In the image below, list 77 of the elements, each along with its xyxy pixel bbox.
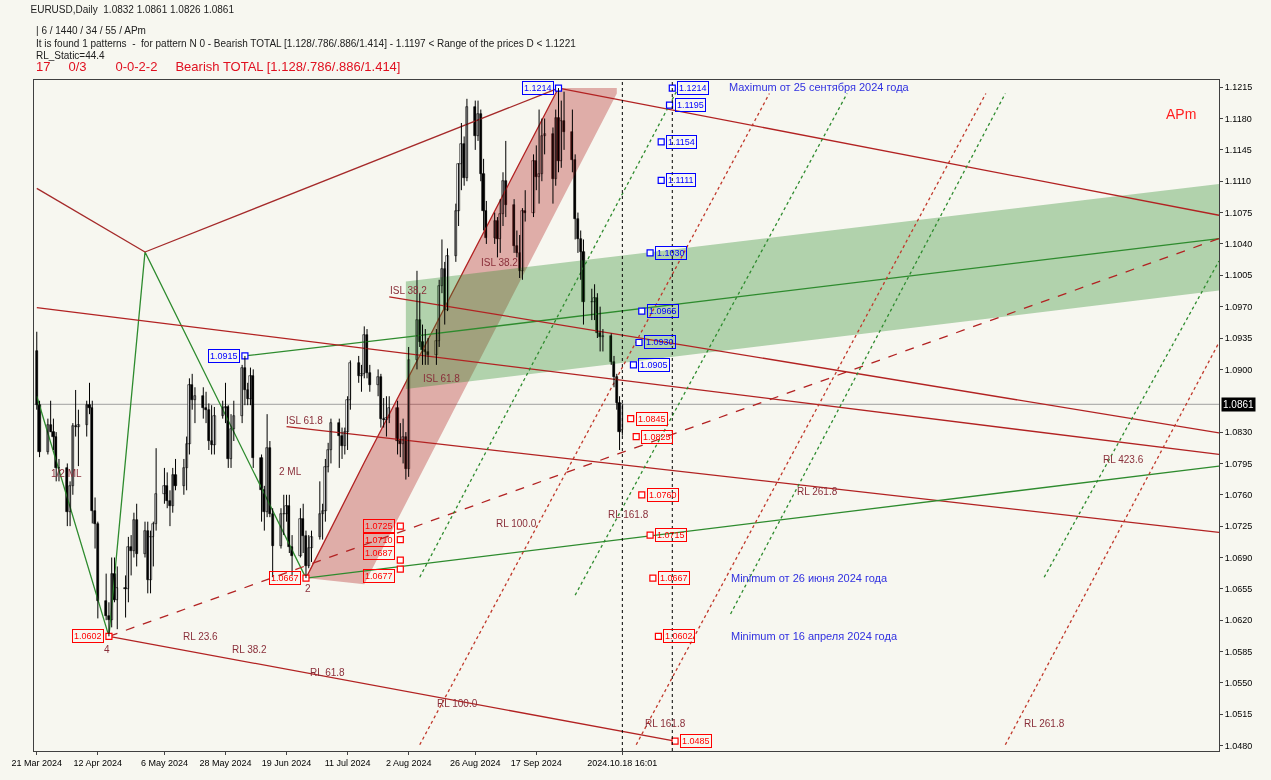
annotation: RL 38.2 (232, 644, 268, 655)
x-tick-label: 28 May 2024 (199, 757, 252, 768)
annotation: ISL 38.2 (481, 257, 519, 268)
data-label: 1.0760 (649, 490, 677, 500)
y-tick-label: 1.1145 (1224, 145, 1252, 156)
data-label: 1.0710 (365, 535, 393, 545)
annotation: Maximum от 25 сентября 2024 года (729, 81, 910, 93)
data-label: 1.0667 (271, 573, 299, 583)
y-tick-label: 1.0655 (1224, 584, 1253, 594)
y-tick-label: 1.1005 (1224, 270, 1253, 281)
y-tick-label: 1.0725 (1224, 521, 1253, 532)
data-label: 1.0715 (657, 530, 685, 540)
y-tick-label: 1.0760 (1224, 489, 1253, 500)
y-tick-label: 1.0970 (1224, 301, 1253, 312)
data-label: 1.0687 (365, 548, 393, 558)
annotation: ISL 61.8 (286, 415, 324, 426)
data-label: 1.0677 (365, 571, 393, 581)
annotation: RL 161.8 (645, 718, 686, 729)
annotation: Minimum от 16 апреля 2024 года (731, 630, 898, 642)
annotation: RL 423.6 (1103, 454, 1144, 465)
annotation: 2 (305, 583, 311, 594)
data-label: 1.0905 (640, 360, 668, 370)
x-tick-label: 21 Mar 2024 (11, 757, 63, 768)
data-label: 1.0485 (682, 736, 710, 746)
annotation: RL 261.8 (1024, 718, 1065, 729)
data-label: 1.1154 (668, 137, 695, 147)
annotation: ISL 61.8 (423, 373, 461, 384)
data-label: 1.0725 (365, 521, 393, 531)
annotation: APm (1166, 106, 1197, 122)
chart-title: EURUSD,Daily 1.0832 1.0861 1.0826 1.0861 (30, 4, 235, 15)
y-tick-label: 1.0690 (1224, 552, 1253, 563)
x-tick-label: 2 Aug 2024 (385, 757, 432, 768)
annotation: 2 ML (279, 466, 302, 477)
annotation: RL 100.0 (496, 518, 537, 529)
y-tick-label: 1.0480 (1224, 740, 1253, 751)
x-tick-label: 12 Apr 2024 (73, 757, 123, 768)
annotation: 4 (104, 644, 110, 655)
data-label: 1.0602 (665, 631, 693, 641)
data-label: 1.0915 (210, 351, 238, 361)
data-label: 1.0602 (74, 631, 102, 641)
x-tick-label: 6 May 2024 (140, 757, 188, 768)
x-tick-label: 19 Jun 2024 (261, 757, 312, 768)
data-label: 1.0965 (649, 306, 677, 316)
text: | 6 / 1440 / 34 / 55 / APm (36, 25, 146, 36)
x-tick-label: 26 Aug 2024 (449, 757, 501, 768)
y-tick-label: 1.0830 (1224, 427, 1253, 438)
data-label: 1.1214 (524, 83, 552, 93)
text: 17 0/3 0-0-2-2 Bearish TOTAL [1.128/.786/.886/1.414] (36, 59, 401, 74)
annotation: RL 161.8 (608, 509, 649, 520)
data-label: 1.0825 (643, 432, 671, 442)
y-tick-label: 1.0935 (1224, 333, 1253, 344)
annotation: RL 261.8 (797, 486, 838, 497)
y-tick-label: 1.0550 (1224, 678, 1253, 689)
y-tick-label: 1.0620 (1224, 615, 1253, 626)
ref-line-label: 1.0861 (1223, 399, 1255, 410)
data-label: 1.1111 (668, 175, 694, 185)
data-label: 1.0845 (638, 414, 666, 424)
y-tick-label: 1.0585 (1224, 646, 1253, 657)
text: It is found 1 patterns - for pattern N 0 - Bearish TOTAL [1.128/.786/.886/1.414] - 1.1197 < Range of the prices D < 1.1221 (36, 38, 577, 49)
data-label: 1.1195 (677, 100, 704, 110)
data-label: 1.1214 (679, 83, 707, 93)
y-tick-label: 1.0515 (1224, 709, 1253, 720)
y-tick-label: 1.1040 (1224, 239, 1253, 250)
data-label: 1.0667 (660, 573, 688, 583)
x-tick-label: 11 Jul 2024 (324, 757, 371, 768)
x-tick-label: 2024.10.18 16:01 (587, 757, 658, 768)
y-tick-label: 1.0900 (1224, 364, 1253, 375)
text: RL_Static=44.4 (36, 50, 106, 61)
y-tick-label: 1.1110 (1224, 176, 1251, 187)
data-label: 1.1030 (657, 248, 685, 258)
y-tick-label: 1.1215 (1224, 82, 1253, 93)
y-tick-label: 1.1180 (1224, 113, 1252, 124)
annotation: Minimum от 26 июня 2024 года (731, 572, 888, 584)
y-tick-label: 1.1075 (1224, 207, 1253, 218)
y-tick-label: 1.0795 (1224, 458, 1253, 469)
x-tick-label: 17 Sep 2024 (510, 757, 562, 768)
annotation: RL 23.6 (183, 631, 219, 642)
